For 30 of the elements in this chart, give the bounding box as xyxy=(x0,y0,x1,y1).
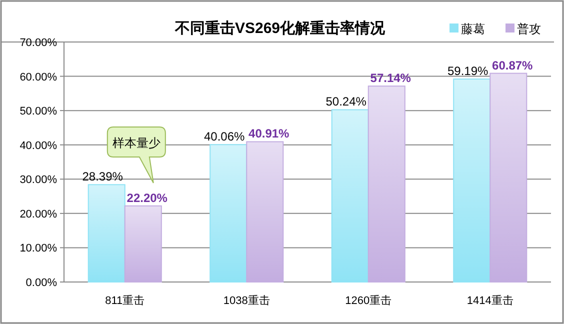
legend-label: 普攻 xyxy=(517,22,541,36)
data-label: 40.06% xyxy=(204,130,246,144)
y-tick-label: 10.00% xyxy=(20,242,58,255)
data-label: 40.91% xyxy=(248,126,290,141)
annotation: 样本量少 xyxy=(112,136,160,150)
bar xyxy=(453,78,491,282)
bar xyxy=(246,141,284,282)
bar xyxy=(368,86,406,282)
y-tick-label: 0.00% xyxy=(26,277,58,289)
y-tick-label: 50.00% xyxy=(20,106,58,118)
data-label: 50.24% xyxy=(326,94,367,109)
data-label: 60.87% xyxy=(492,58,534,72)
bar xyxy=(210,144,248,282)
data-label: 22.20% xyxy=(126,190,168,205)
data-label: 28.39% xyxy=(82,170,124,184)
x-tick-label: 1038重击 xyxy=(223,294,270,307)
bar xyxy=(331,109,369,282)
y-tick-label: 40.00% xyxy=(20,140,58,152)
y-tick-label: 60.00% xyxy=(20,71,58,84)
x-tick-label: 811重击 xyxy=(105,294,145,307)
y-tick-label: 20.00% xyxy=(20,208,58,220)
bar xyxy=(490,72,528,282)
bar xyxy=(124,205,162,282)
x-tick-label: 1260重击 xyxy=(345,294,392,307)
legend-label: 藤葛 xyxy=(461,22,485,36)
x-tick-label: 1414重击 xyxy=(466,294,514,307)
y-tick-label: 70.00% xyxy=(20,37,58,49)
y-tick-label: 30.00% xyxy=(20,174,58,186)
chart-title: 不同重击VS269化解重击率情况 xyxy=(174,19,386,37)
data-label: 59.19% xyxy=(448,64,489,78)
